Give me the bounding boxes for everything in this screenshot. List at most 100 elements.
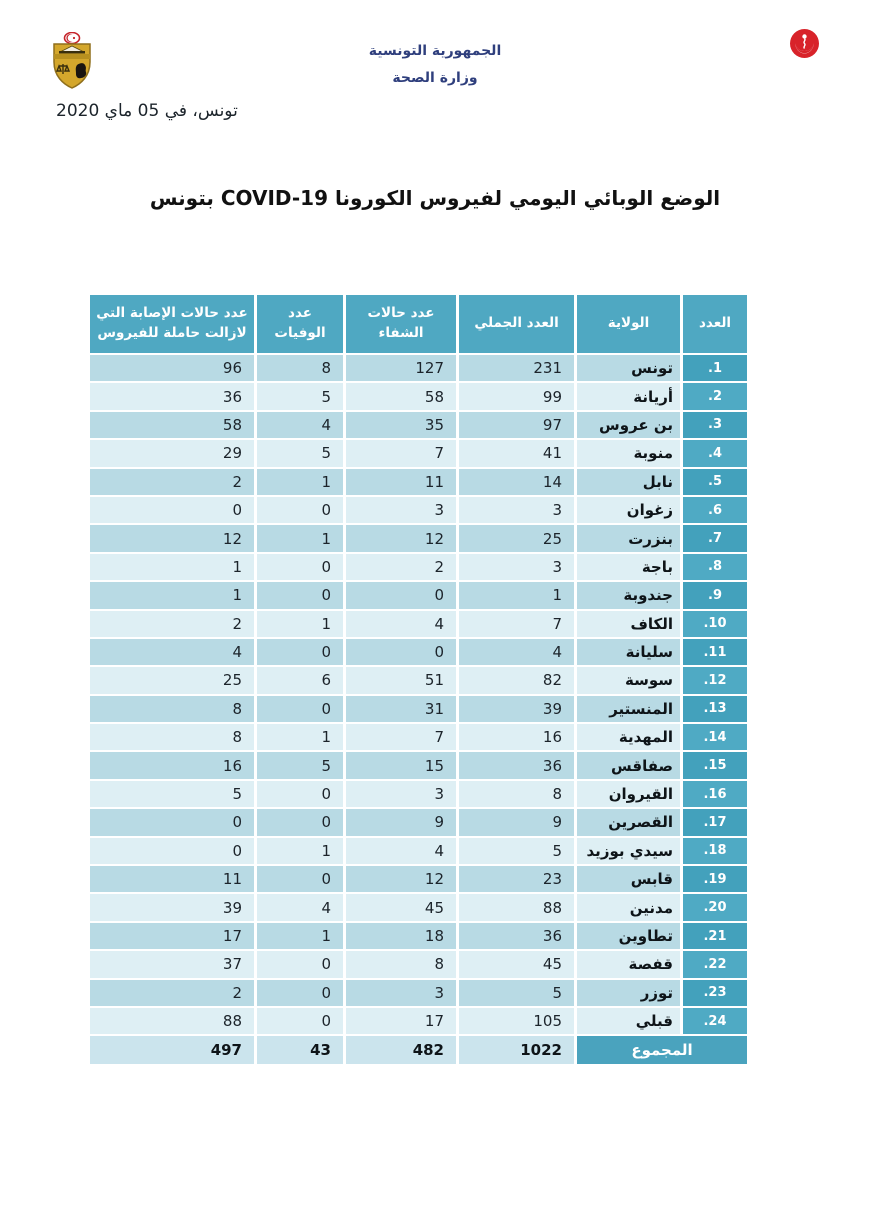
total-cases-value: 82 — [459, 667, 574, 694]
header-active-carriers: عدد حالات الإصابة التي لازالت حاملة للفي… — [90, 295, 254, 353]
deaths-value: 8 — [257, 355, 343, 382]
recovered-value: 58 — [346, 383, 456, 410]
row-number: .22 — [683, 951, 747, 978]
total-cases-value: 7 — [459, 610, 574, 637]
table-row: .19 قابس 23 12 0 11 — [90, 866, 747, 893]
table-row: .17 القصرين 9 9 0 0 — [90, 809, 747, 836]
active-carriers-value: 1 — [90, 582, 254, 609]
row-number: .1 — [683, 355, 747, 382]
recovered-value: 7 — [346, 440, 456, 467]
total-deaths-sum: 43 — [257, 1036, 343, 1065]
row-number: .11 — [683, 638, 747, 666]
governorate-name: القيروان — [577, 780, 680, 808]
recovered-value: 12 — [346, 525, 456, 552]
total-cases-value: 3 — [459, 553, 574, 581]
table-row: .5 نابل 14 11 1 2 — [90, 468, 747, 495]
governorate-name: سليانة — [577, 638, 680, 666]
deaths-value: 0 — [257, 866, 343, 893]
deaths-value: 4 — [257, 894, 343, 921]
governorate-name: سوسة — [577, 667, 680, 694]
total-cases-value: 16 — [459, 724, 574, 751]
row-number: .17 — [683, 809, 747, 836]
total-cases-value: 3 — [459, 496, 574, 524]
recovered-value: 12 — [346, 866, 456, 893]
row-number: .5 — [683, 468, 747, 495]
active-carriers-value: 8 — [90, 724, 254, 751]
active-carriers-value: 2 — [90, 468, 254, 495]
recovered-value: 4 — [346, 837, 456, 865]
table-body: .1 تونس 231 127 8 96 .2 أريانة 99 58 5 3… — [90, 355, 747, 1035]
governorate-name: تونس — [577, 355, 680, 382]
table-row: .15 صفاقس 36 15 5 16 — [90, 752, 747, 779]
recovered-value: 0 — [346, 582, 456, 609]
total-cases-sum: 1022 — [459, 1036, 574, 1065]
table-row: .21 تطاوين 36 18 1 17 — [90, 922, 747, 950]
recovered-value: 3 — [346, 496, 456, 524]
recovered-value: 2 — [346, 553, 456, 581]
total-cases-value: 39 — [459, 695, 574, 723]
row-number: .21 — [683, 922, 747, 950]
row-number: .14 — [683, 724, 747, 751]
active-carriers-value: 58 — [90, 411, 254, 439]
document-title: الوضع الوبائي اليومي لفيروس الكورونا COV… — [149, 186, 721, 210]
header-governorate: الولاية — [577, 295, 680, 353]
active-carriers-value: 1 — [90, 553, 254, 581]
deaths-value: 1 — [257, 525, 343, 552]
table-row: .24 قبلي 105 17 0 88 — [90, 1007, 747, 1035]
table-row: .10 الكاف 7 4 1 2 — [90, 610, 747, 637]
active-carriers-value: 2 — [90, 979, 254, 1006]
active-carriers-value: 0 — [90, 809, 254, 836]
governorate-name: قابس — [577, 866, 680, 893]
recovered-value: 18 — [346, 922, 456, 950]
total-cases-value: 4 — [459, 638, 574, 666]
total-recovered-sum: 482 — [346, 1036, 456, 1065]
row-number: .3 — [683, 411, 747, 439]
row-number: .24 — [683, 1007, 747, 1035]
active-carriers-value: 17 — [90, 922, 254, 950]
recovered-value: 127 — [346, 355, 456, 382]
recovered-value: 7 — [346, 724, 456, 751]
ministry-header: الجمهورية التونسية وزارة الصحة — [0, 44, 870, 98]
header-deaths: عدد الوفيات — [257, 295, 343, 353]
governorate-name: أريانة — [577, 383, 680, 410]
recovered-value: 8 — [346, 951, 456, 978]
table-row: .3 بن عروس 97 35 4 58 — [90, 411, 747, 439]
recovered-value: 17 — [346, 1007, 456, 1035]
row-number: .4 — [683, 440, 747, 467]
row-number: .10 — [683, 610, 747, 637]
active-carriers-value: 2 — [90, 610, 254, 637]
active-carriers-value: 39 — [90, 894, 254, 921]
deaths-value: 1 — [257, 724, 343, 751]
active-carriers-value: 88 — [90, 1007, 254, 1035]
table-row: .16 القيروان 8 3 0 5 — [90, 780, 747, 808]
active-carriers-value: 11 — [90, 866, 254, 893]
governorate-name: نابل — [577, 468, 680, 495]
table-row: .13 المنستير 39 31 0 8 — [90, 695, 747, 723]
table-total-row: المجموع 1022 482 43 497 — [90, 1036, 747, 1065]
table-row: .18 سيدي بوزيد 5 4 1 0 — [90, 837, 747, 865]
covid-statistics-table: العدد الولاية العدد الجملي عدد حالات الش… — [90, 295, 747, 1065]
recovered-value: 35 — [346, 411, 456, 439]
row-number: .19 — [683, 866, 747, 893]
deaths-value: 5 — [257, 383, 343, 410]
deaths-value: 0 — [257, 638, 343, 666]
total-cases-value: 23 — [459, 866, 574, 893]
total-cases-value: 36 — [459, 922, 574, 950]
row-number: .13 — [683, 695, 747, 723]
governorate-name: قفصة — [577, 951, 680, 978]
header-recovered: عدد حالات الشفاء — [346, 295, 456, 353]
active-carriers-value: 8 — [90, 695, 254, 723]
header-number: العدد — [683, 295, 747, 353]
recovered-value: 3 — [346, 780, 456, 808]
table-row: .23 توزر 5 3 0 2 — [90, 979, 747, 1006]
row-number: .8 — [683, 553, 747, 581]
table-row: .2 أريانة 99 58 5 36 — [90, 383, 747, 410]
table-row: .14 المهدية 16 7 1 8 — [90, 724, 747, 751]
total-cases-value: 97 — [459, 411, 574, 439]
governorate-name: قبلي — [577, 1007, 680, 1035]
total-cases-value: 105 — [459, 1007, 574, 1035]
table-row: .1 تونس 231 127 8 96 — [90, 355, 747, 382]
active-carriers-value: 96 — [90, 355, 254, 382]
governorate-name: بنزرت — [577, 525, 680, 552]
